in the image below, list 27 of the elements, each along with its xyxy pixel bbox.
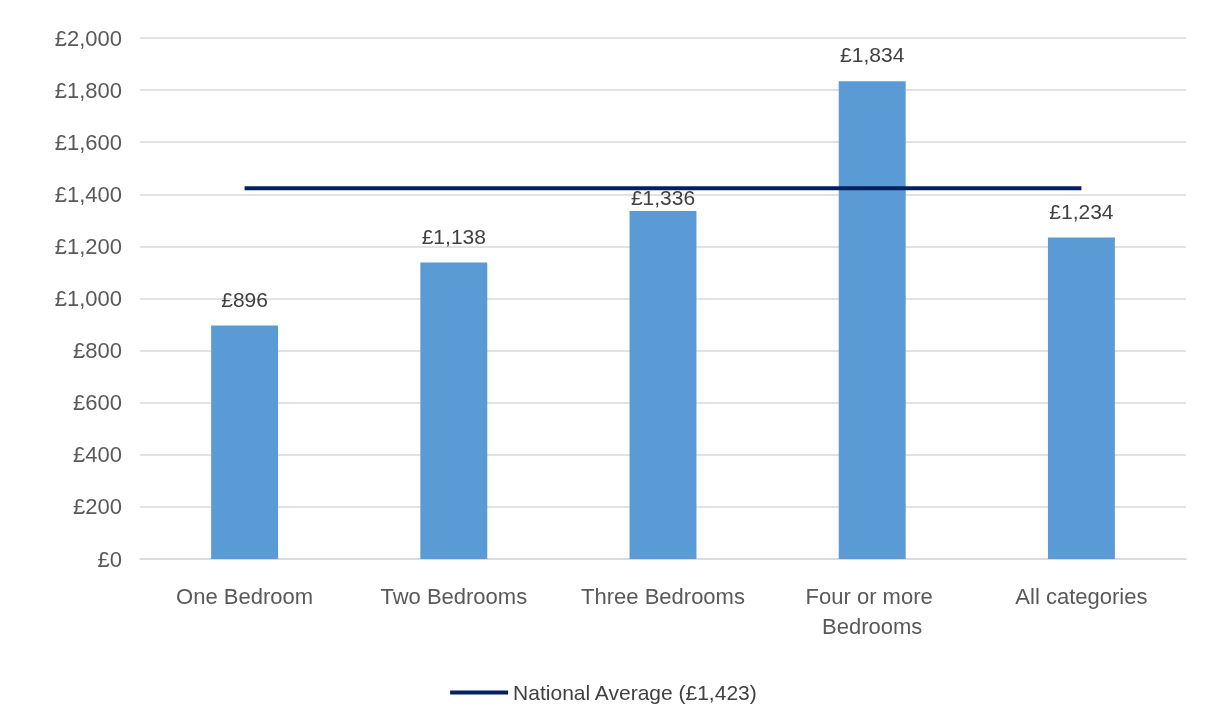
bar xyxy=(420,262,488,559)
data-label: £1,138 xyxy=(421,224,486,248)
y-tick-label: £1,200 xyxy=(54,233,122,259)
y-tick-label: £1,800 xyxy=(54,77,122,103)
bar xyxy=(838,81,906,559)
legend-label: National Average (£1,423) xyxy=(513,681,757,704)
x-tick-label: All categories xyxy=(1015,583,1148,609)
bar xyxy=(211,325,279,559)
y-tick-label: £200 xyxy=(73,494,122,520)
y-tick-label: £2,000 xyxy=(54,25,122,51)
data-label: £896 xyxy=(221,287,268,311)
x-tick-label: Three Bedrooms xyxy=(581,583,745,609)
y-tick-label: £800 xyxy=(73,338,122,364)
y-tick-label: £0 xyxy=(97,546,122,572)
bar xyxy=(1047,237,1115,559)
y-tick-label: £1,400 xyxy=(54,181,122,207)
data-label: £1,234 xyxy=(1049,199,1114,223)
bar xyxy=(629,210,697,559)
y-tick-label: £400 xyxy=(73,442,122,468)
x-tick-label: Two Bedrooms xyxy=(380,583,528,609)
data-label: £1,834 xyxy=(840,43,905,67)
x-tick-label: One Bedroom xyxy=(176,583,314,609)
data-label: £1,336 xyxy=(630,185,696,209)
x-tick-label: Four or more Bedrooms xyxy=(805,583,939,639)
y-tick-label: £1,600 xyxy=(54,129,122,155)
y-tick-label: £1,000 xyxy=(54,286,122,311)
y-tick-label: £600 xyxy=(73,390,122,416)
